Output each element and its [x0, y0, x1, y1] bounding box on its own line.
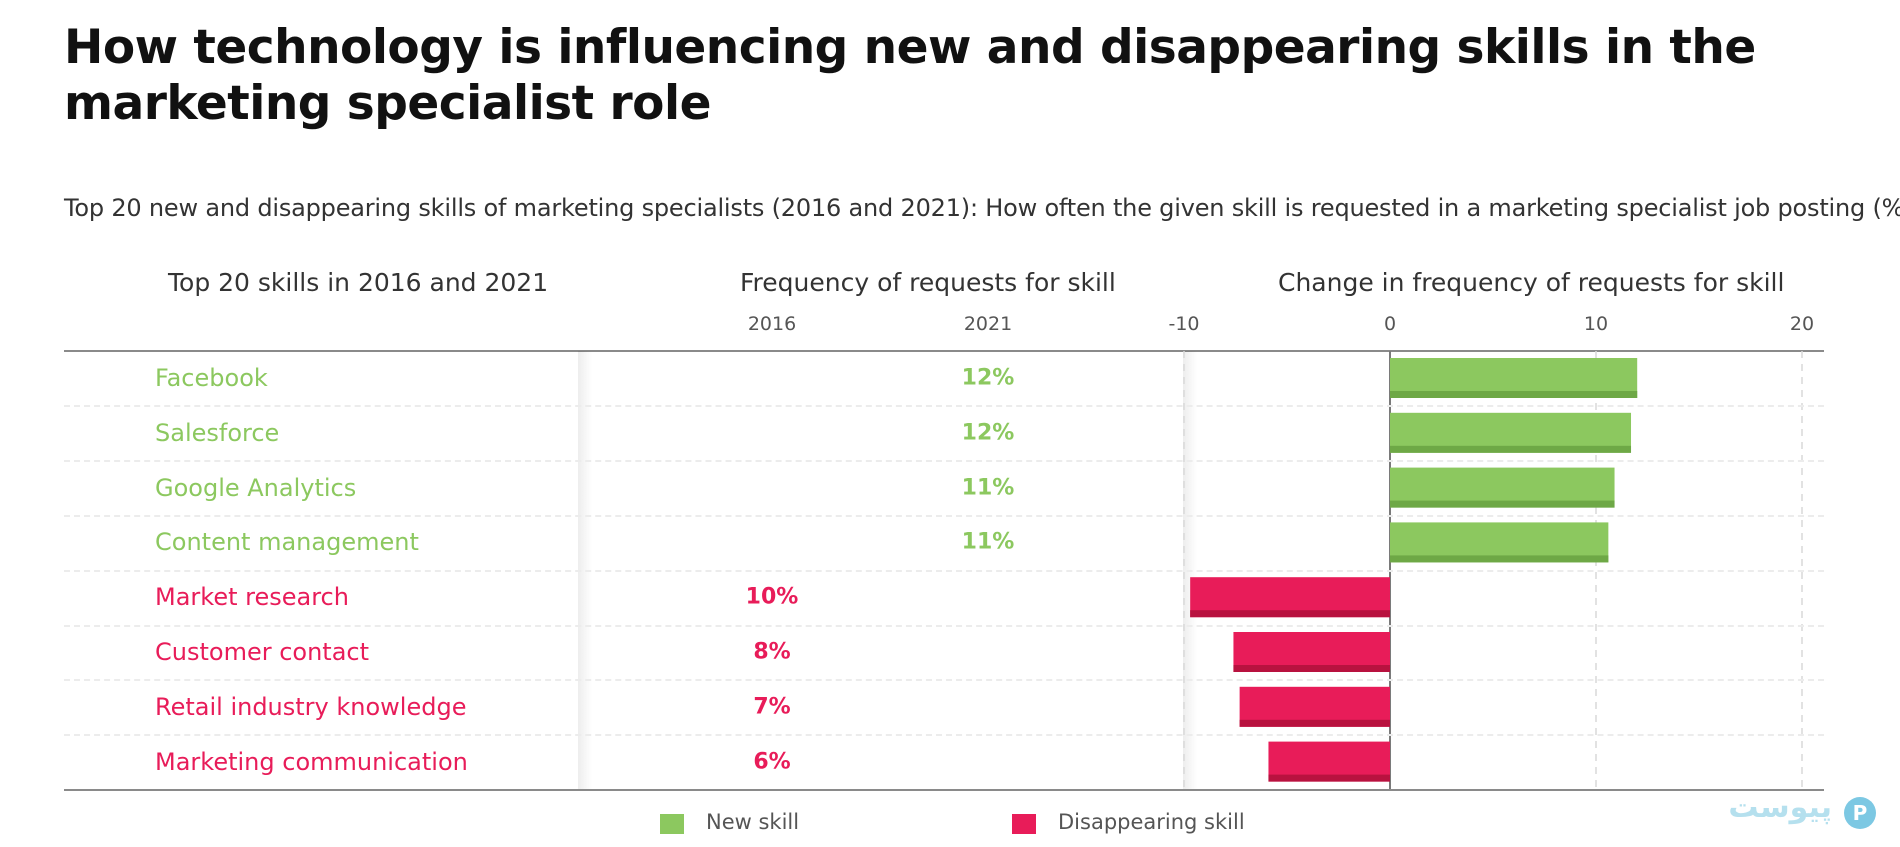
skill-label: Salesforce [155, 418, 280, 447]
chart-subtitle: Top 20 new and disappearing skills of ma… [64, 194, 1900, 222]
frequency-2021-value: 12% [961, 420, 1015, 446]
skills-column-header: Top 20 skills in 2016 and 2021 [168, 268, 549, 297]
change-bar-shadow [1390, 445, 1632, 453]
year-2016-label: 2016 [747, 313, 797, 335]
watermark-text: پیوست [1728, 790, 1832, 825]
frequency-2016-value: 7% [753, 694, 791, 720]
change-bar-shadow [1390, 500, 1615, 508]
change-bar [1390, 412, 1632, 453]
skill-label: Marketing communication [155, 747, 468, 776]
x-tick-label: 0 [1383, 313, 1397, 335]
row-separator [64, 734, 1824, 737]
row-separator [64, 624, 1824, 627]
frequency-2021-value: 11% [961, 529, 1015, 555]
legend-new-label: New skill [706, 810, 800, 834]
change-bar-shadow [1390, 555, 1609, 563]
legend-disappearing-label: Disappearing skill [1058, 810, 1245, 834]
change-bar [1190, 577, 1390, 618]
x-tick-label: 10 [1583, 313, 1609, 335]
change-bar [1390, 358, 1638, 398]
change-bar-shadow [1233, 665, 1390, 672]
row-separator [64, 405, 1824, 408]
skill-label: Retail industry knowledge [155, 692, 467, 721]
skill-label: Content management [155, 528, 419, 557]
change-bar [1390, 522, 1609, 563]
frequency-2016-value: 8% [753, 639, 791, 665]
skill-label: Facebook [155, 364, 268, 392]
change-bar-shadow [1190, 610, 1390, 618]
row-separator [64, 460, 1824, 463]
frequency-column-header: Frequency of requests for skill [740, 268, 1116, 297]
change-bar-shadow [1268, 774, 1390, 782]
row-separator [64, 569, 1824, 572]
skill-label: Customer contact [155, 638, 370, 666]
table-bottom-rule [64, 789, 1824, 791]
frequency-2021-value: 12% [961, 365, 1015, 391]
legend-disappearing-swatch [1012, 814, 1036, 834]
chart-title: How technology is influencing new and di… [64, 20, 1756, 131]
change-bar [1390, 467, 1615, 508]
frequency-2021-value: 11% [961, 475, 1015, 501]
watermark-badge-icon: P [1844, 797, 1876, 829]
x-tick-label: -10 [1168, 313, 1200, 335]
table-top-rule [64, 350, 1824, 352]
skill-label: Market research [155, 583, 349, 612]
frequency-2016-value: 6% [753, 749, 791, 775]
row-separator [64, 679, 1824, 682]
change-bar [1233, 632, 1390, 672]
change-column-header: Change in frequency of requests for skil… [1278, 268, 1785, 297]
skill-label: Google Analytics [155, 473, 357, 502]
watermark-logo: پیوست [1690, 790, 1880, 834]
change-bar-shadow [1239, 719, 1390, 727]
change-bar [1239, 686, 1390, 727]
row-separator [64, 515, 1824, 517]
x-tick-label: 20 [1789, 313, 1815, 335]
legend-new-swatch [660, 814, 684, 834]
change-bar [1268, 741, 1390, 782]
change-bar-shadow [1390, 391, 1638, 398]
frequency-2016-value: 10% [745, 584, 799, 610]
year-2021-label: 2021 [963, 313, 1013, 335]
